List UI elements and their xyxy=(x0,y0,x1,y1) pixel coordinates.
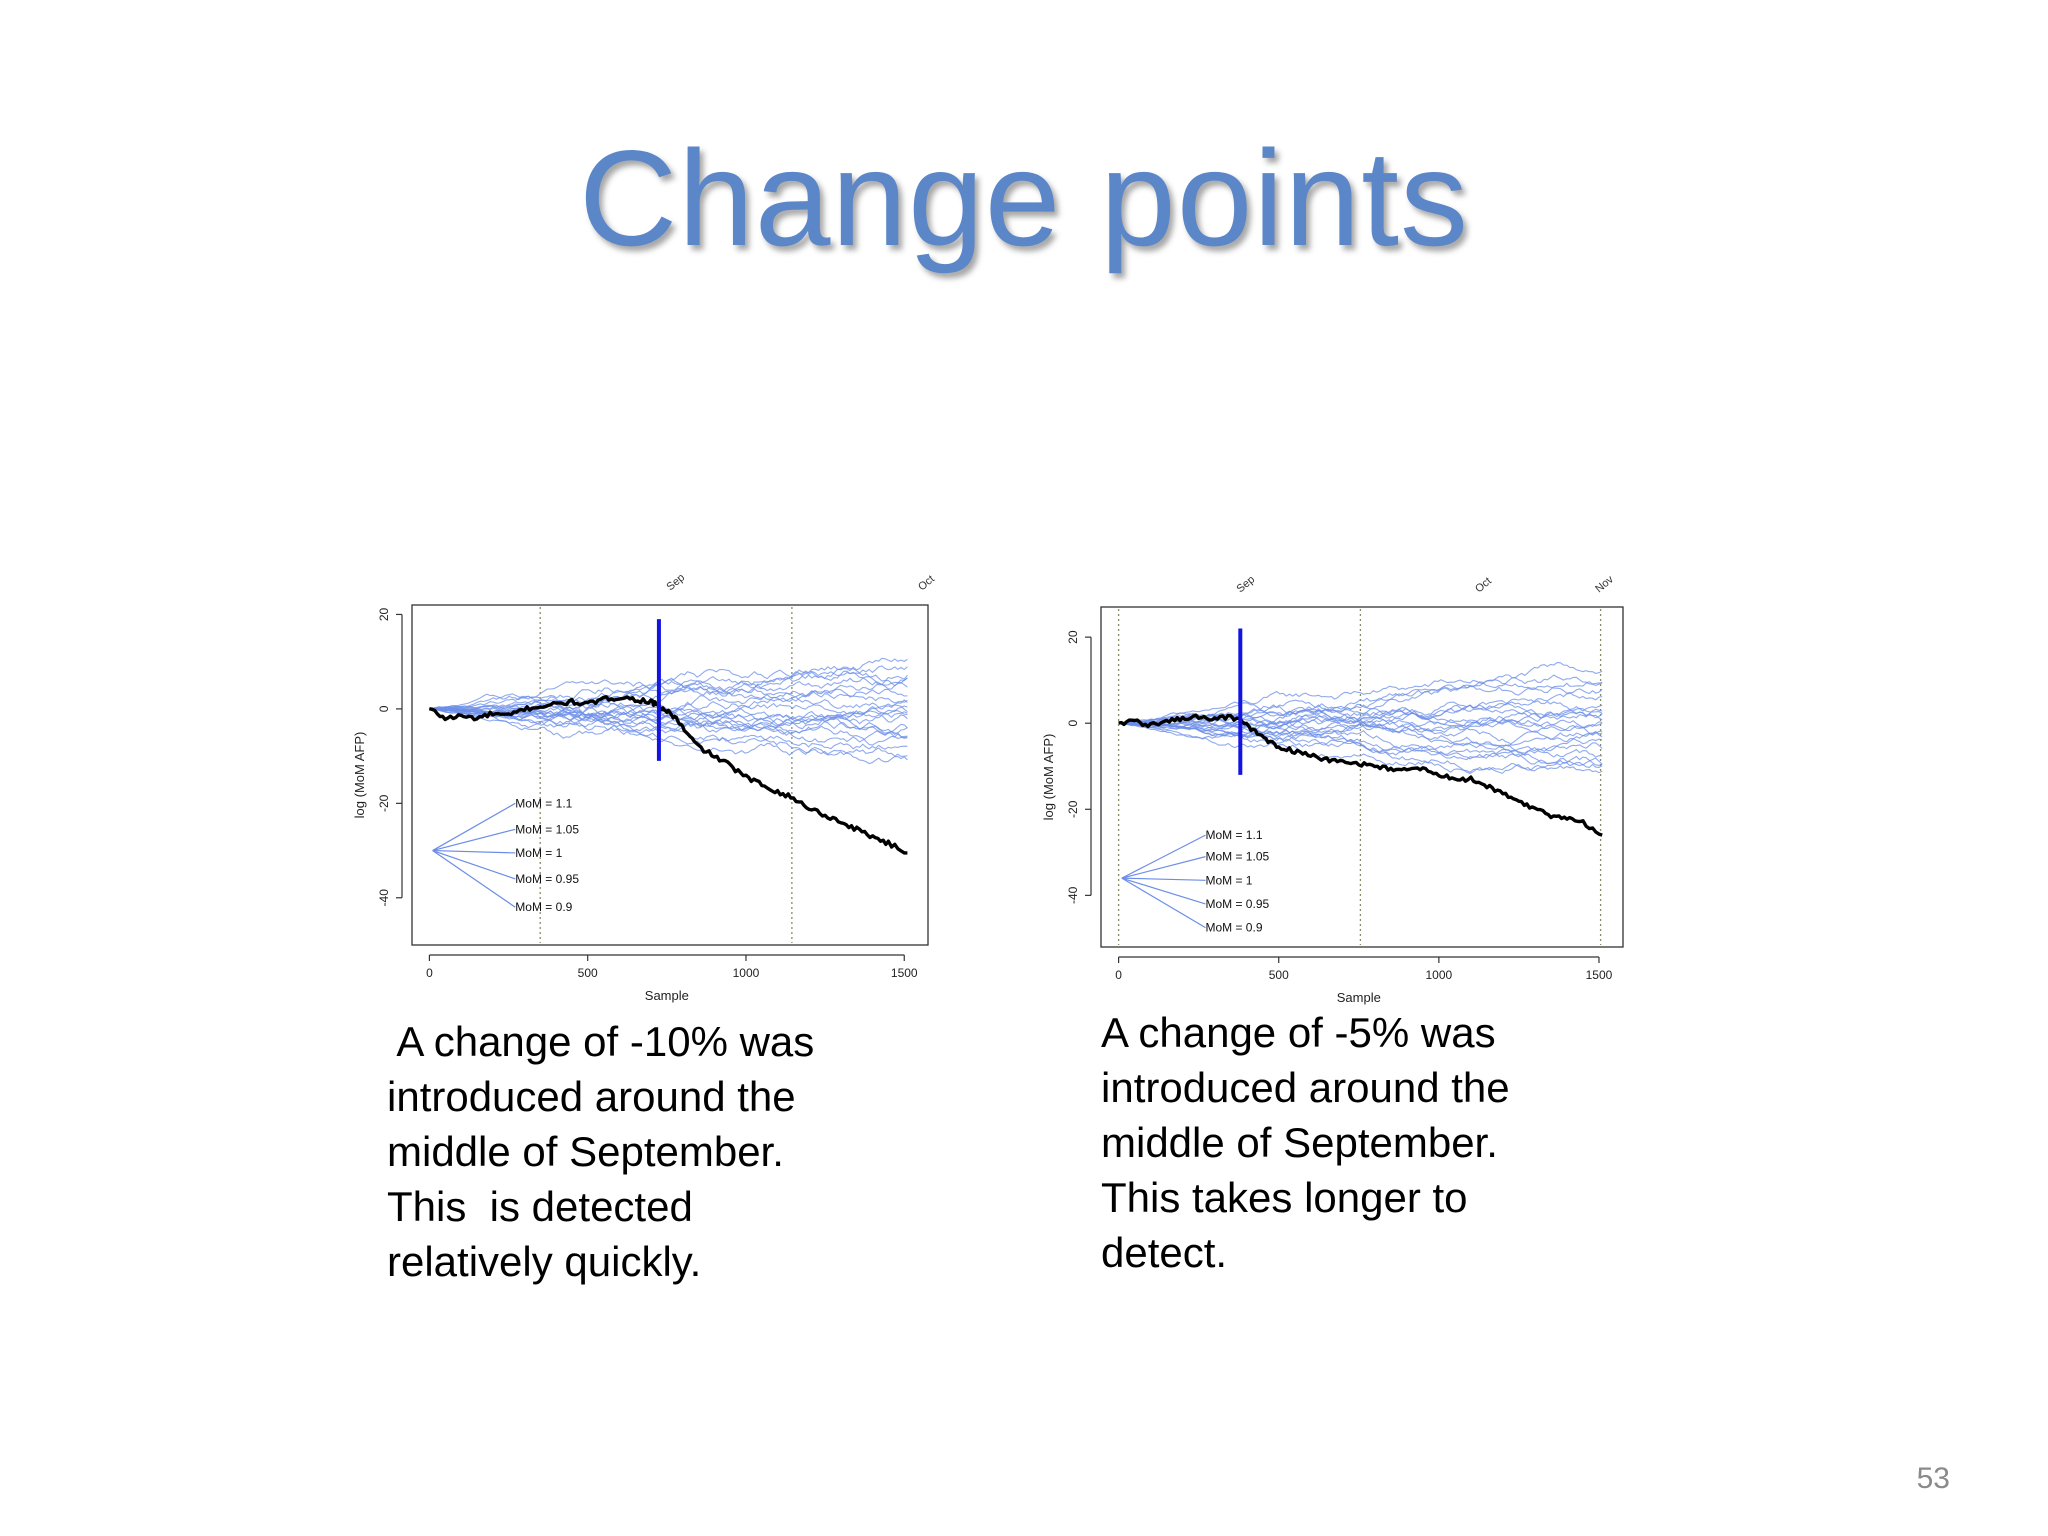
chart1-fan-line xyxy=(1121,834,1206,879)
chart0-fan-label: MoM = 1.05 xyxy=(515,822,579,836)
chart0-fan-line xyxy=(432,850,516,908)
chart1-fan-label: MoM = 0.9 xyxy=(1205,921,1262,935)
chart1-simulation-series-13 xyxy=(1118,719,1603,750)
chart0-simulation-series-21 xyxy=(429,665,908,711)
chart0-plot-frame xyxy=(411,604,929,946)
chart1-fan-label: MoM = 1 xyxy=(1205,873,1252,887)
chart1-y-tick-label: 20 xyxy=(1066,630,1080,644)
chart1-x-tick-label: 1500 xyxy=(1586,968,1613,982)
chart0-simulation-series-1 xyxy=(429,657,908,710)
chart0-x-tick-label: 0 xyxy=(426,966,433,980)
chart1-observed-series xyxy=(1118,713,1603,837)
chart1-fan-line xyxy=(1121,856,1206,879)
chart0-fan-label: MoM = 0.9 xyxy=(515,900,572,914)
chart0-fan-label: MoM = 0.95 xyxy=(515,872,579,886)
chart1-y-tick-label: -20 xyxy=(1066,800,1080,818)
chart1-simulation-series-17 xyxy=(1118,722,1603,758)
chart1-month-label: Nov xyxy=(1593,573,1616,595)
chart0-simulation-series-18 xyxy=(429,708,908,743)
slide-title: Change points xyxy=(578,122,1470,274)
chart0-simulation-series-14 xyxy=(429,706,908,736)
chart1-x-tick-label: 0 xyxy=(1115,968,1122,982)
caption-right: A change of -5% was introduced around th… xyxy=(1101,1009,1510,1276)
chart1-simulation-series-3 xyxy=(1118,681,1603,724)
chart0-fan-line xyxy=(432,802,516,852)
chart1-simulation-series-21 xyxy=(1118,722,1603,773)
chart1-fan-line xyxy=(1121,877,1206,929)
chart-left-svg: Sep Oct MoM = 1.1 MoM = 1.05 MoM = 1 MoM = 0.… xyxy=(352,572,937,1003)
chart0-y-axis-label: log (MoM AFP) xyxy=(352,732,367,819)
chart0-x-tick-label: 1000 xyxy=(733,966,760,980)
chart1-simulation-series-18 xyxy=(1118,722,1603,768)
chart0-fan-line xyxy=(432,828,516,852)
page-number: 53 xyxy=(1916,1462,1950,1495)
chart0-x-axis-label: Sample xyxy=(645,988,689,1003)
chart0-y-tick-label: 0 xyxy=(377,705,391,712)
chart1-y-tick-label: -40 xyxy=(1066,886,1080,904)
chart0-x-tick-label: 500 xyxy=(578,966,598,980)
chart0-fan-line xyxy=(432,849,516,880)
chart0-fan-label: MoM = 1.1 xyxy=(515,796,572,810)
chart0-observed-series xyxy=(429,695,908,855)
chart0-y-tick-label: -40 xyxy=(377,889,391,907)
chart0-simulation-series-20 xyxy=(429,708,908,757)
chart1-fan-line xyxy=(1121,877,1206,905)
chart1-simulation-series-1 xyxy=(1118,662,1603,724)
chart0-month-label: Sep xyxy=(664,572,687,594)
chart1-month-label: Sep xyxy=(1235,574,1258,596)
chart1-month-label: Oct xyxy=(1473,575,1494,595)
chart0-y-tick-label: -20 xyxy=(377,794,391,812)
chart0-simulation-series-2 xyxy=(429,670,908,710)
chart1-fan-label: MoM = 1.05 xyxy=(1205,850,1269,864)
chart1-plot-frame xyxy=(1100,606,1624,948)
chart1-x-axis-label: Sample xyxy=(1337,990,1381,1005)
chart0-fan-line xyxy=(432,849,516,854)
chart1-fan-line xyxy=(1121,877,1206,881)
chart0-y-tick-label: 20 xyxy=(377,607,391,621)
chart1-simulation-series-22 xyxy=(1118,685,1603,730)
chart0-simulation-series-22 xyxy=(429,677,908,710)
chart0-simulation-series-15 xyxy=(429,708,908,738)
chart1-fan-label: MoM = 0.95 xyxy=(1205,897,1269,911)
chart-right: Sep Oct Nov MoM = 1.1 MoM = 1.05 MoM = 1 MoM =… xyxy=(1041,573,1645,1007)
chart-left: Sep Oct MoM = 1.1 MoM = 1.05 MoM = 1 MoM = 0.… xyxy=(350,572,950,1005)
chart-right-svg: Sep Oct Nov MoM = 1.1 MoM = 1.05 MoM = 1 MoM =… xyxy=(1041,573,1624,1005)
chart1-fan-label: MoM = 1.1 xyxy=(1205,828,1262,842)
chart0-x-tick-label: 1500 xyxy=(891,966,918,980)
chart0-simulation-series-5 xyxy=(429,682,908,714)
chart0-month-label: Oct xyxy=(916,573,937,593)
caption-left: A change of -10% was introduced around t… xyxy=(387,1018,815,1285)
chart1-y-tick-label: 0 xyxy=(1066,720,1080,727)
chart1-simulation-series-20 xyxy=(1118,722,1603,775)
chart1-x-tick-label: 500 xyxy=(1269,968,1289,982)
chart0-fan-label: MoM = 1 xyxy=(515,846,562,860)
chart1-x-tick-label: 1000 xyxy=(1426,968,1453,982)
chart1-y-axis-label: log (MoM AFP) xyxy=(1041,734,1056,821)
